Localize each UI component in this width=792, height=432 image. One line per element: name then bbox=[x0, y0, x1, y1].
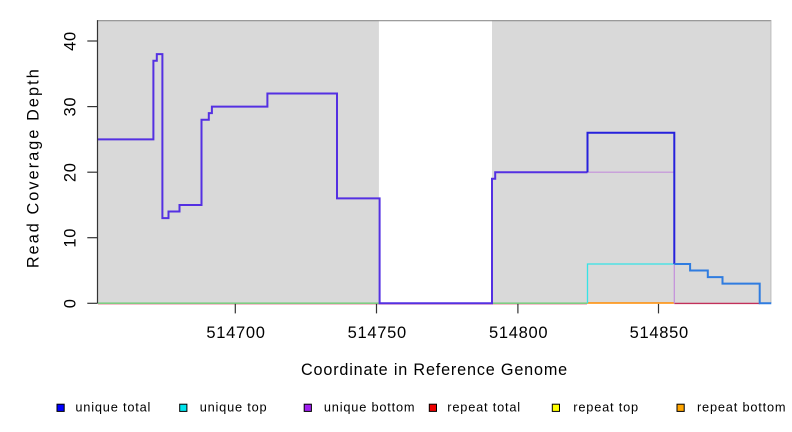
svg-text:unique top: unique top bbox=[200, 400, 268, 415]
svg-text:10: 10 bbox=[62, 228, 80, 248]
svg-text:repeat bottom: repeat bottom bbox=[697, 400, 786, 415]
svg-text:20: 20 bbox=[62, 162, 80, 182]
svg-text:514800: 514800 bbox=[489, 324, 548, 342]
svg-text:30: 30 bbox=[62, 97, 80, 117]
svg-text:Coordinate in Reference Genome: Coordinate in Reference Genome bbox=[301, 361, 568, 379]
svg-text:40: 40 bbox=[62, 31, 80, 51]
svg-text:0: 0 bbox=[62, 298, 80, 308]
svg-text:unique bottom: unique bottom bbox=[324, 400, 416, 415]
svg-text:Read Coverage Depth: Read Coverage Depth bbox=[25, 67, 43, 268]
svg-text:repeat top: repeat top bbox=[573, 400, 639, 415]
svg-text:unique total: unique total bbox=[75, 400, 151, 415]
svg-text:repeat total: repeat total bbox=[447, 400, 521, 415]
svg-text:514700: 514700 bbox=[206, 324, 265, 342]
svg-text:514750: 514750 bbox=[348, 324, 407, 342]
svg-text:514850: 514850 bbox=[630, 324, 689, 342]
